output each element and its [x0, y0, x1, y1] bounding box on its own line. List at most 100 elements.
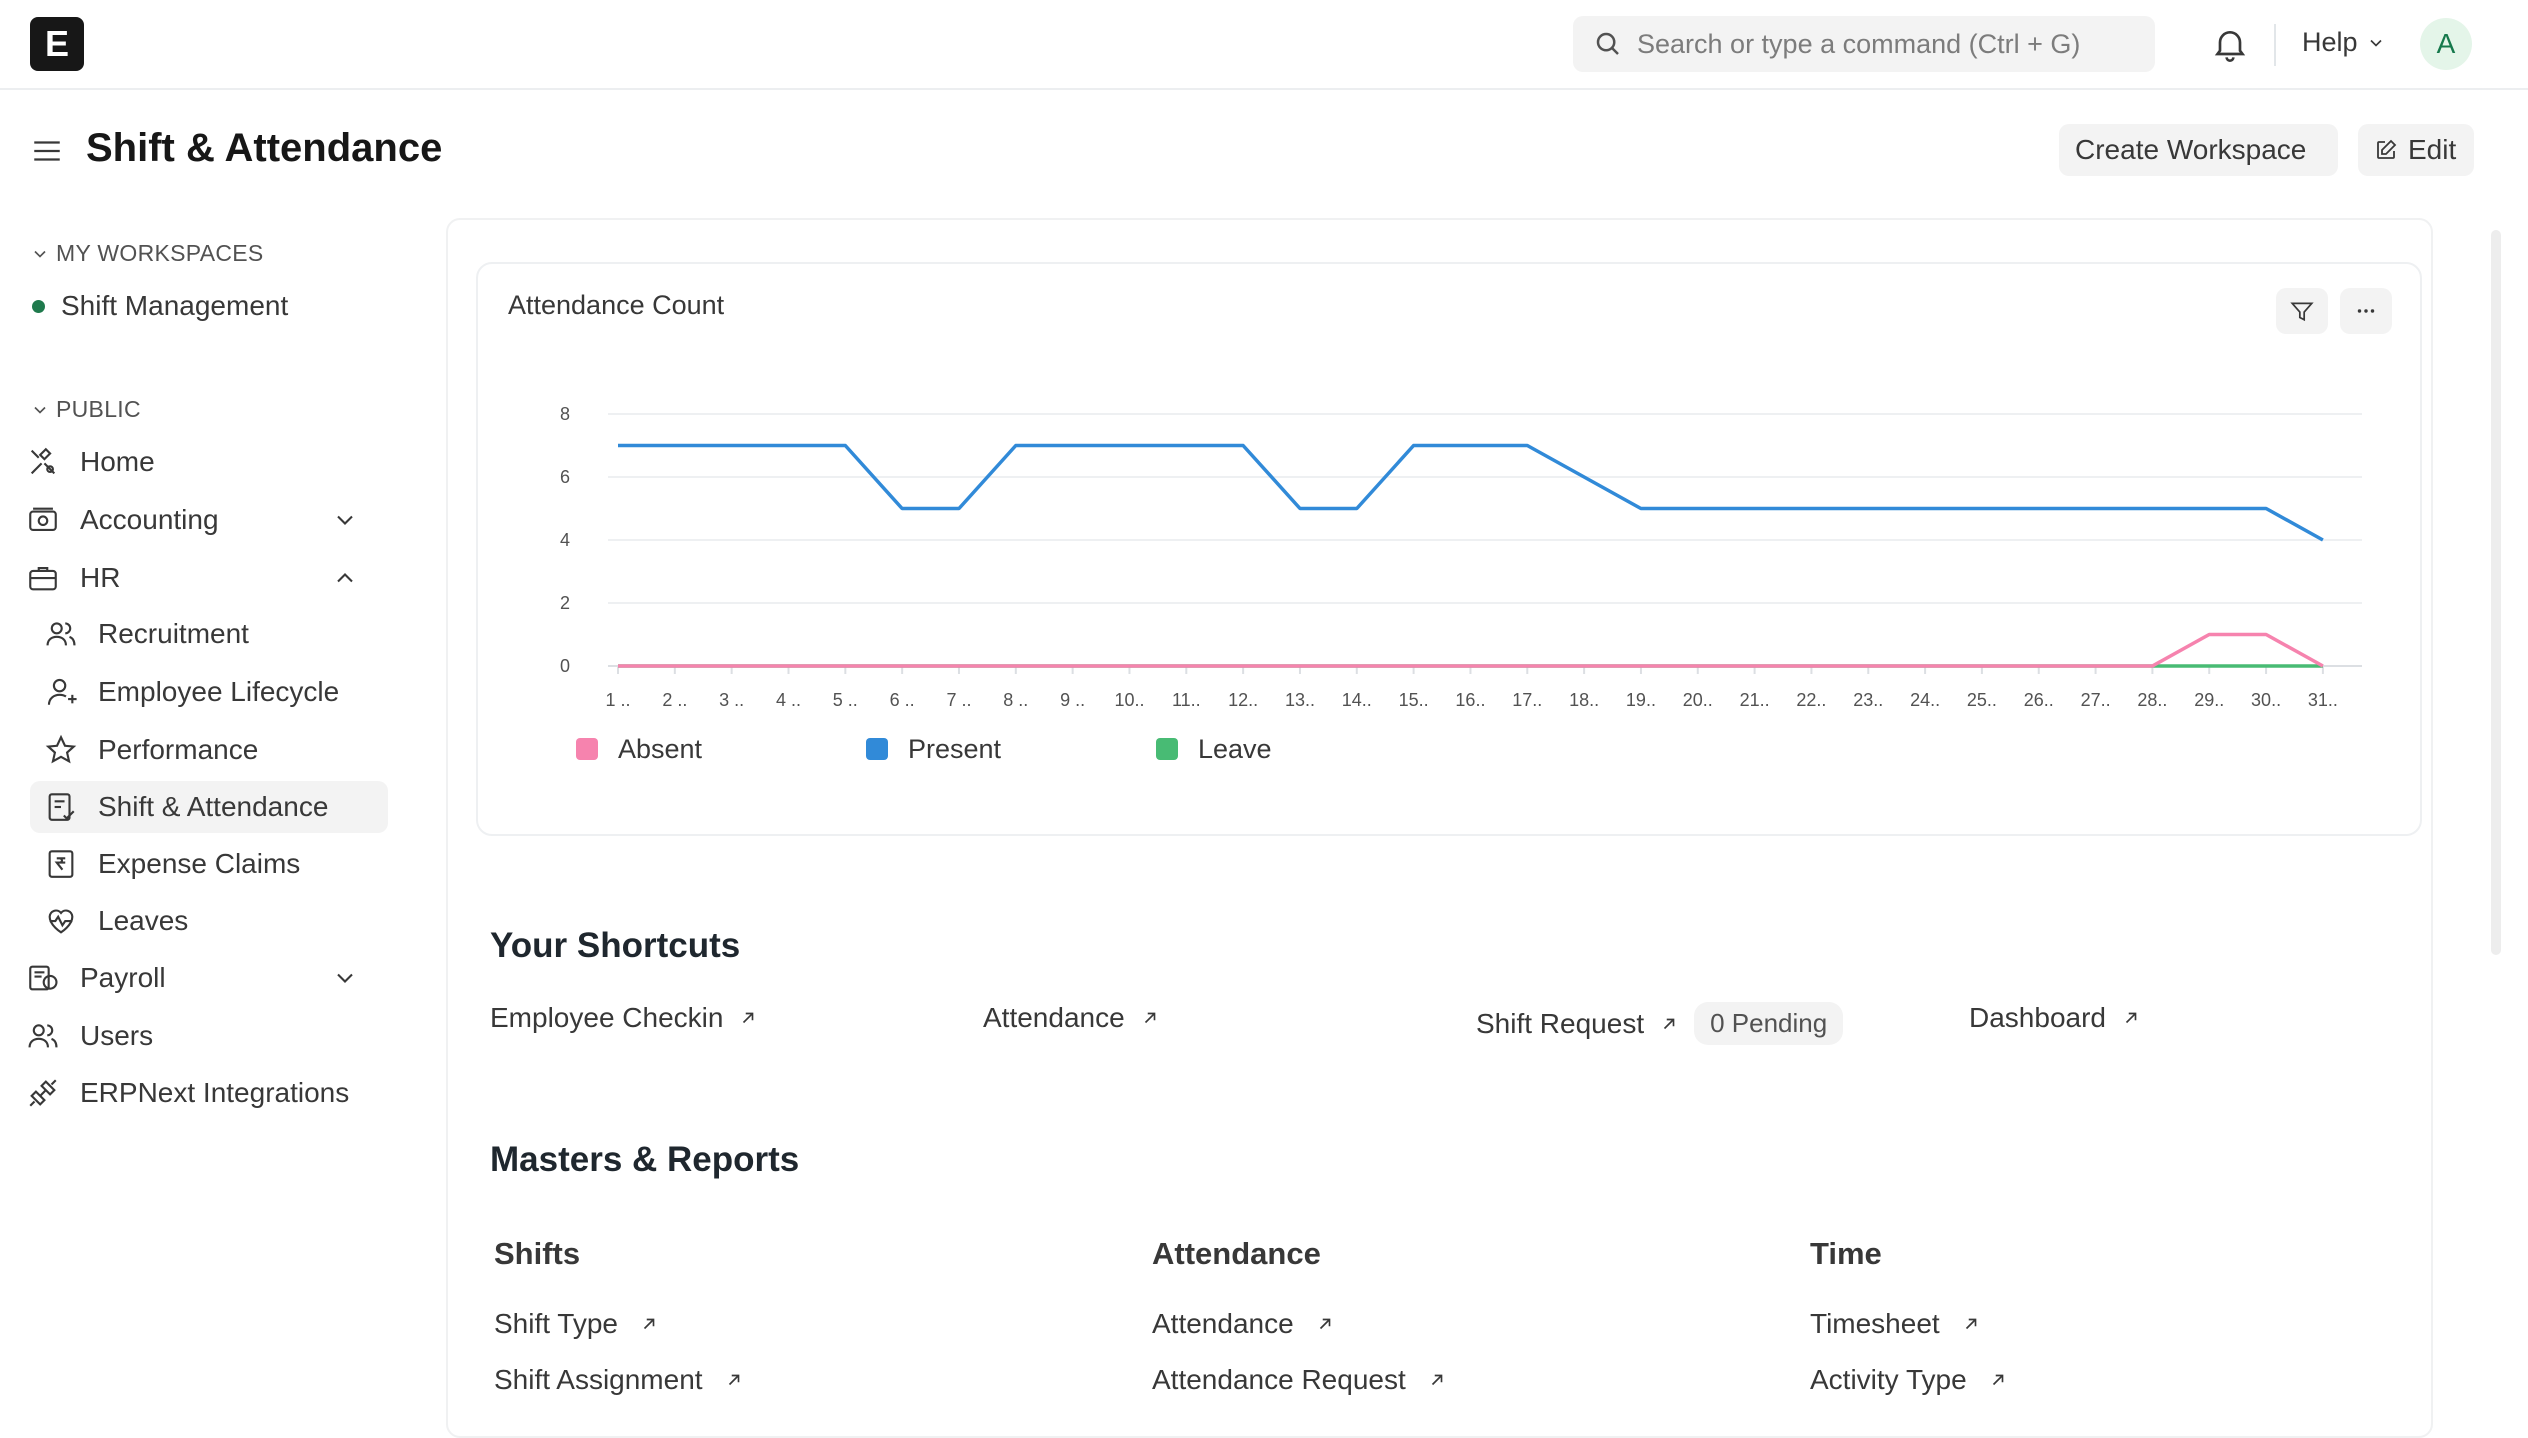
hamburger-icon[interactable]: [30, 134, 64, 168]
app-logo[interactable]: E: [30, 17, 84, 71]
arrow-up-right-icon: [1992, 1374, 2003, 1386]
help-dropdown[interactable]: Help: [2302, 27, 2386, 58]
shortcut-attendance[interactable]: Attendance: [983, 1002, 1159, 1034]
avatar[interactable]: A: [2420, 18, 2472, 70]
my-workspaces-toggle[interactable]: MY WORKSPACES: [30, 240, 264, 267]
masters-reports-title: Masters & Reports: [490, 1140, 800, 1179]
public-toggle[interactable]: PUBLIC: [30, 396, 141, 423]
sidebar-item-hr[interactable]: HR: [26, 552, 386, 604]
x-tick-label: 18..: [1569, 690, 1599, 710]
sidebar-item-label: Recruitment: [98, 618, 249, 649]
link-label: Shift Type: [494, 1308, 619, 1339]
chevron-down-icon: [34, 250, 46, 258]
sidebar-item-recruitment[interactable]: Recruitment: [44, 608, 384, 660]
chevron-down-icon[interactable]: [331, 964, 359, 992]
x-tick-label: 12..: [1228, 690, 1258, 710]
link-shift-type[interactable]: Shift Type: [494, 1308, 658, 1340]
y-tick-label: 6: [560, 467, 570, 487]
link-label: Timesheet: [1810, 1308, 1940, 1339]
sidebar-item-label: ERPNext Integrations: [80, 1077, 350, 1108]
navbar-divider: [2274, 24, 2276, 66]
my-workspaces-label: MY WORKSPACES: [56, 240, 264, 266]
edit-button[interactable]: Edit: [2358, 124, 2474, 176]
filter-button[interactable]: [2276, 288, 2328, 334]
shortcut-label: Employee Checkin: [490, 1002, 724, 1033]
link-label: Attendance Request: [1152, 1364, 1406, 1395]
shortcut-label: Attendance: [983, 1002, 1125, 1033]
sidebar-item-expense-claims[interactable]: Expense Claims: [44, 838, 384, 890]
chevron-down-icon[interactable]: [331, 506, 359, 534]
shortcut-dashboard[interactable]: Dashboard: [1969, 1002, 2140, 1034]
link-label: Activity Type: [1810, 1364, 1967, 1395]
link-label: Shift Assignment: [494, 1364, 703, 1395]
chevron-down-icon: [2369, 39, 2382, 47]
integration-icon: [29, 1079, 57, 1107]
sidebar-item-performance[interactable]: Performance: [44, 724, 384, 776]
sidebar-item-label: Performance: [98, 734, 259, 765]
briefcase-icon: [29, 567, 57, 591]
chevron-up-icon[interactable]: [331, 564, 359, 592]
card-title-time: Time: [1810, 1236, 1882, 1271]
link-attendance-request[interactable]: Attendance Request: [1152, 1364, 1446, 1396]
payroll-icon: [29, 965, 58, 991]
sidebar-item-shift-attendance[interactable]: Shift & Attendance: [30, 781, 388, 833]
sidebar-item-users[interactable]: Users: [26, 1010, 386, 1062]
link-shift-assignment[interactable]: Shift Assignment: [494, 1364, 743, 1396]
sidebar-item-employee-lifecycle[interactable]: Employee Lifecycle: [44, 666, 384, 718]
arrow-up-right-icon: [2125, 1012, 2137, 1024]
more-icon: [2357, 309, 2375, 313]
legend-swatch-leave: [1156, 738, 1178, 760]
status-dot: [32, 299, 45, 313]
bell-icon[interactable]: [2210, 24, 2250, 64]
chevron-down-icon: [34, 406, 46, 414]
sidebar-item-erpnext-integrations[interactable]: ERPNext Integrations: [26, 1067, 386, 1119]
accounting-icon: [29, 507, 57, 531]
legend-swatch-absent: [576, 738, 598, 760]
x-tick-label: 5 ..: [833, 690, 858, 710]
edit-icon: [2377, 139, 2397, 159]
sidebar-item-label: Employee Lifecycle: [98, 676, 340, 707]
scrollbar[interactable]: [2491, 230, 2501, 955]
more-options-button[interactable]: [2340, 288, 2392, 334]
sidebar-item-label: Home: [80, 446, 155, 477]
shortcut-employee-checkin[interactable]: Employee Checkin: [490, 1002, 757, 1034]
sidebar-item-payroll[interactable]: Payroll: [26, 952, 386, 1004]
link-attendance[interactable]: Attendance: [1152, 1308, 1334, 1340]
arrow-up-right-icon: [743, 1012, 754, 1024]
sidebar-item-label: Payroll: [80, 962, 166, 993]
y-tick-label: 8: [560, 404, 570, 424]
card-title-attendance: Attendance: [1152, 1236, 1321, 1271]
sidebar-item-shift-management[interactable]: Shift Management: [32, 290, 288, 322]
x-tick-label: 9 ..: [1060, 690, 1085, 710]
sidebar-item-accounting[interactable]: Accounting: [26, 494, 386, 546]
attendance-line-chart: 0 2 4 6 8 1 .. 2 .. 3 .. 4 .. 5 .. 6 .. 7 .. 8 .. 9 .…: [560, 404, 2362, 764]
arrow-up-right-icon: [1319, 1318, 1330, 1330]
sidebar-item-label: HR: [80, 562, 121, 593]
link-timesheet[interactable]: Timesheet: [1810, 1308, 1980, 1340]
arrow-up-right-icon: [1664, 1018, 1675, 1029]
shortcut-shift-request[interactable]: Shift Request 0 Pending: [1476, 1002, 1844, 1045]
sidebar-item-leaves[interactable]: Leaves: [44, 895, 384, 947]
x-tick-label: 28..: [2137, 690, 2167, 710]
edit-label: Edit: [2408, 134, 2457, 165]
user-icon: [47, 678, 77, 705]
attendance-icon: [48, 793, 75, 821]
legend-label-present: Present: [908, 734, 1002, 764]
link-activity-type[interactable]: Activity Type: [1810, 1364, 2007, 1396]
create-workspace-button[interactable]: Create Workspace: [2059, 124, 2338, 176]
x-tick-label: 15..: [1399, 690, 1429, 710]
chart-title: Attendance Count: [508, 290, 725, 320]
sidebar-item-label: Leaves: [98, 905, 189, 936]
sidebar-item-home[interactable]: Home: [26, 436, 386, 488]
filter-icon: [2290, 302, 2314, 322]
users-icon: [46, 622, 76, 646]
arrow-up-right-icon: [1431, 1374, 1443, 1386]
arrow-up-right-icon: [728, 1374, 739, 1386]
star-icon: [45, 734, 77, 764]
y-tick-label: 2: [560, 593, 570, 613]
search-input[interactable]: [1637, 28, 2137, 60]
arrow-up-right-icon: [1965, 1318, 1977, 1330]
x-tick-label: 17..: [1512, 690, 1542, 710]
search-bar[interactable]: [1573, 16, 2155, 72]
x-tick-label: 3 ..: [719, 690, 744, 710]
